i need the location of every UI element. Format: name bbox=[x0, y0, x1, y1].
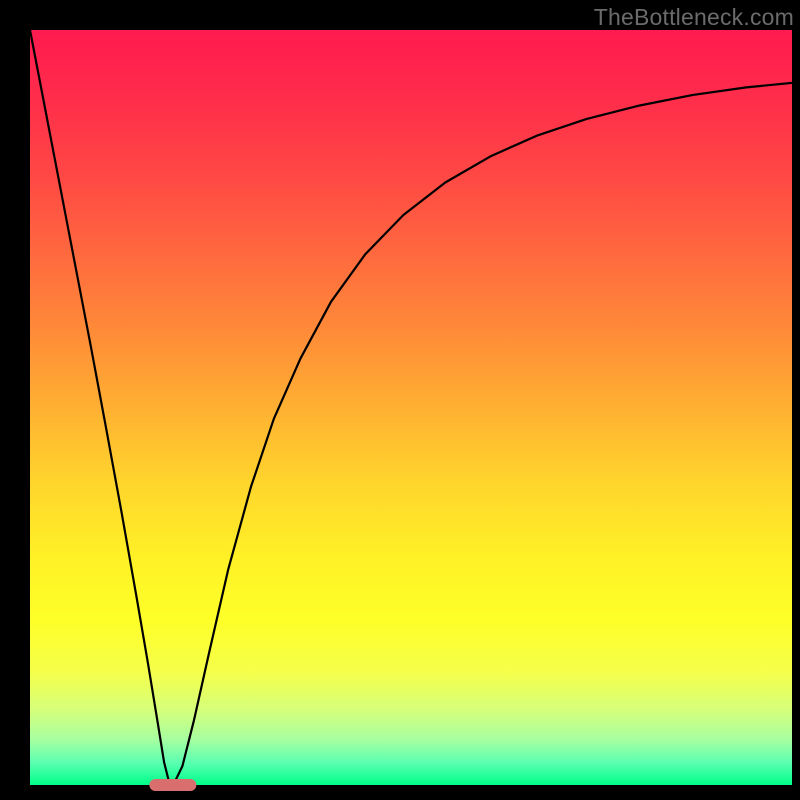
chart-frame: TheBottleneck.com bbox=[0, 0, 800, 800]
bottleneck-curve-plot bbox=[30, 30, 792, 785]
optimum-marker bbox=[150, 779, 197, 791]
watermark-label: TheBottleneck.com bbox=[594, 4, 794, 31]
